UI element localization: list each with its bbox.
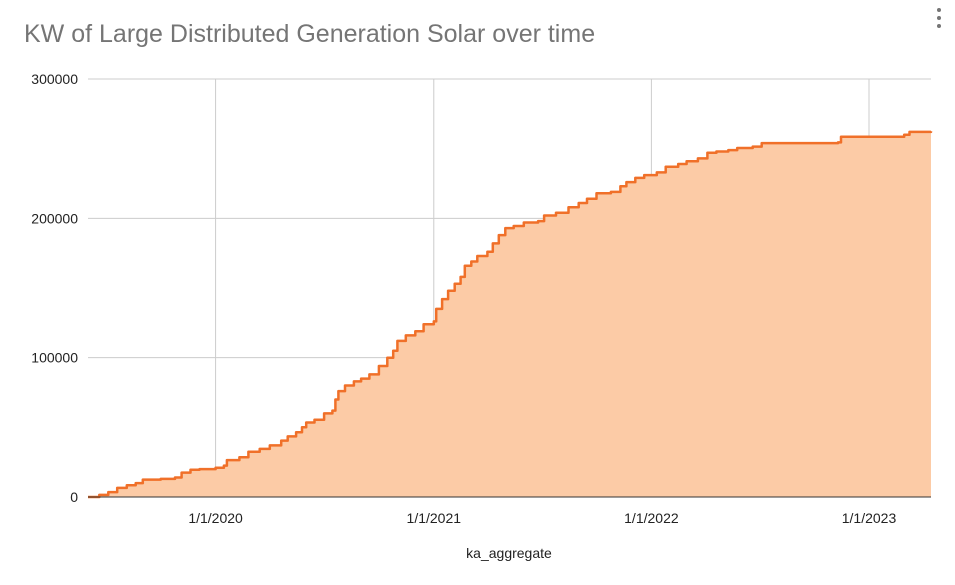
area-series — [88, 130, 933, 499]
y-tick-label: 100000 — [31, 350, 78, 366]
x-tick-label: 1/1/2023 — [842, 510, 897, 526]
y-tick-label: 0 — [70, 489, 78, 505]
x-tick-label: 1/1/2022 — [624, 510, 679, 526]
chart-title: KW of Large Distributed Generation Solar… — [24, 20, 596, 48]
y-tick-label: 300000 — [31, 71, 78, 87]
x-tick-label: 1/1/2021 — [407, 510, 462, 526]
x-axis-label: ka_aggregate — [466, 545, 552, 561]
series-line — [88, 130, 933, 499]
axes: 0 100000 200000 300000 1/1/2020 1/1/2021 1/1/2… — [31, 71, 931, 526]
y-tick-label: 200000 — [31, 210, 78, 226]
more-vert-icon[interactable] — [930, 6, 948, 32]
x-tick-label: 1/1/2020 — [188, 510, 243, 526]
area-fill — [88, 131, 931, 498]
